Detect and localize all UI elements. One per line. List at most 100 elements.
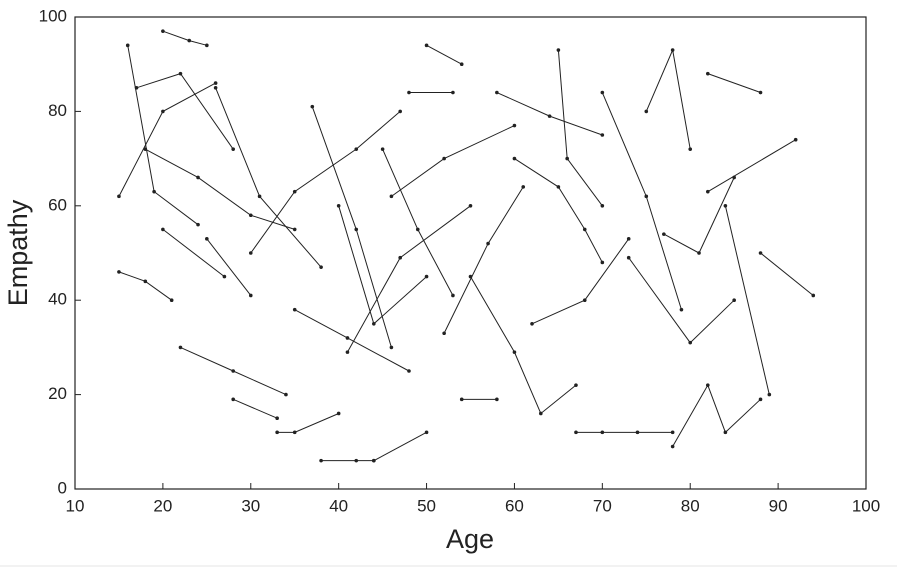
data-point <box>248 293 253 298</box>
data-point <box>600 90 605 95</box>
data-point <box>723 430 728 435</box>
data-point <box>187 38 192 43</box>
data-point <box>178 345 183 350</box>
data-point <box>248 251 253 255</box>
trajectory <box>294 309 410 372</box>
data-point <box>688 147 693 151</box>
data-point <box>758 90 763 95</box>
data-point <box>196 175 200 180</box>
data-point <box>143 147 148 151</box>
x-axis-label: Age <box>446 524 494 554</box>
data-point <box>222 274 227 279</box>
y-tick-label: 20 <box>48 384 67 403</box>
data-point <box>758 397 763 402</box>
y-tick-label: 80 <box>48 101 67 120</box>
data-point <box>565 156 569 161</box>
data-point <box>284 392 288 397</box>
data-point <box>336 204 341 208</box>
data-point <box>811 293 816 298</box>
data-point <box>354 227 359 232</box>
data-point <box>512 123 517 128</box>
trajectory <box>206 238 252 296</box>
trajectory <box>162 30 207 46</box>
data-point <box>539 411 543 416</box>
data-point <box>600 260 605 265</box>
data-point <box>275 430 279 435</box>
data-point <box>134 86 139 90</box>
data-point <box>152 189 156 194</box>
data-point <box>372 458 376 463</box>
data-point <box>231 369 235 373</box>
data-point <box>407 90 411 95</box>
data-point <box>424 43 429 48</box>
trajectory <box>557 49 603 207</box>
data-point <box>231 397 235 402</box>
data-point <box>723 204 728 208</box>
data-point <box>319 458 323 463</box>
data-point <box>670 48 675 52</box>
data-point <box>679 307 684 312</box>
trajectory <box>136 73 234 150</box>
data-point <box>415 227 420 232</box>
x-tick-label: 20 <box>153 496 172 515</box>
data-point <box>319 265 323 269</box>
trajectory <box>311 106 392 348</box>
trajectory <box>250 111 401 254</box>
data-point <box>205 237 209 241</box>
data-point <box>398 109 402 114</box>
trajectory <box>672 383 761 447</box>
data-point <box>424 274 429 279</box>
data-point <box>231 147 235 151</box>
data-point <box>582 227 587 232</box>
x-tick-label: 60 <box>505 496 524 515</box>
plot-frame <box>74 16 867 490</box>
data-point <box>336 411 341 416</box>
data-point <box>670 444 675 449</box>
data-point <box>706 383 710 387</box>
data-point <box>644 194 649 199</box>
data-point <box>662 232 666 236</box>
data-point <box>495 397 499 402</box>
data-point <box>248 213 253 218</box>
data-point <box>354 458 359 463</box>
data-point <box>257 194 262 199</box>
trajectory <box>707 73 761 93</box>
data-point <box>442 156 446 161</box>
data-point <box>574 430 578 435</box>
trajectory <box>145 148 295 230</box>
data-point <box>547 114 552 118</box>
trajectory <box>645 48 691 150</box>
data-point <box>451 90 455 95</box>
data-point <box>521 185 526 189</box>
data-point <box>292 227 297 232</box>
data-point <box>582 298 587 303</box>
y-axis-label: Empathy <box>3 199 33 306</box>
trajectory <box>391 125 515 197</box>
data-point <box>495 90 499 95</box>
data-point <box>459 62 464 66</box>
trajectory <box>215 87 322 268</box>
data-point <box>758 251 763 255</box>
data-point <box>389 194 394 199</box>
data-point <box>117 270 121 274</box>
data-point <box>424 430 429 435</box>
data-point <box>767 392 772 397</box>
data-point <box>372 322 376 326</box>
trajectory <box>127 45 199 226</box>
data-point <box>275 416 279 421</box>
data-point <box>125 43 130 48</box>
data-point <box>354 147 359 151</box>
data-point <box>451 293 455 298</box>
data-point <box>600 133 605 137</box>
data-point <box>213 81 218 85</box>
data-point <box>732 298 736 303</box>
data-point <box>178 71 183 76</box>
data-point <box>486 241 490 246</box>
data-point <box>459 397 464 402</box>
trajectory <box>443 186 524 334</box>
data-point <box>574 383 578 387</box>
y-tick-label: 100 <box>39 6 67 25</box>
trajectory <box>601 92 682 310</box>
y-tick-label: 40 <box>48 290 67 309</box>
